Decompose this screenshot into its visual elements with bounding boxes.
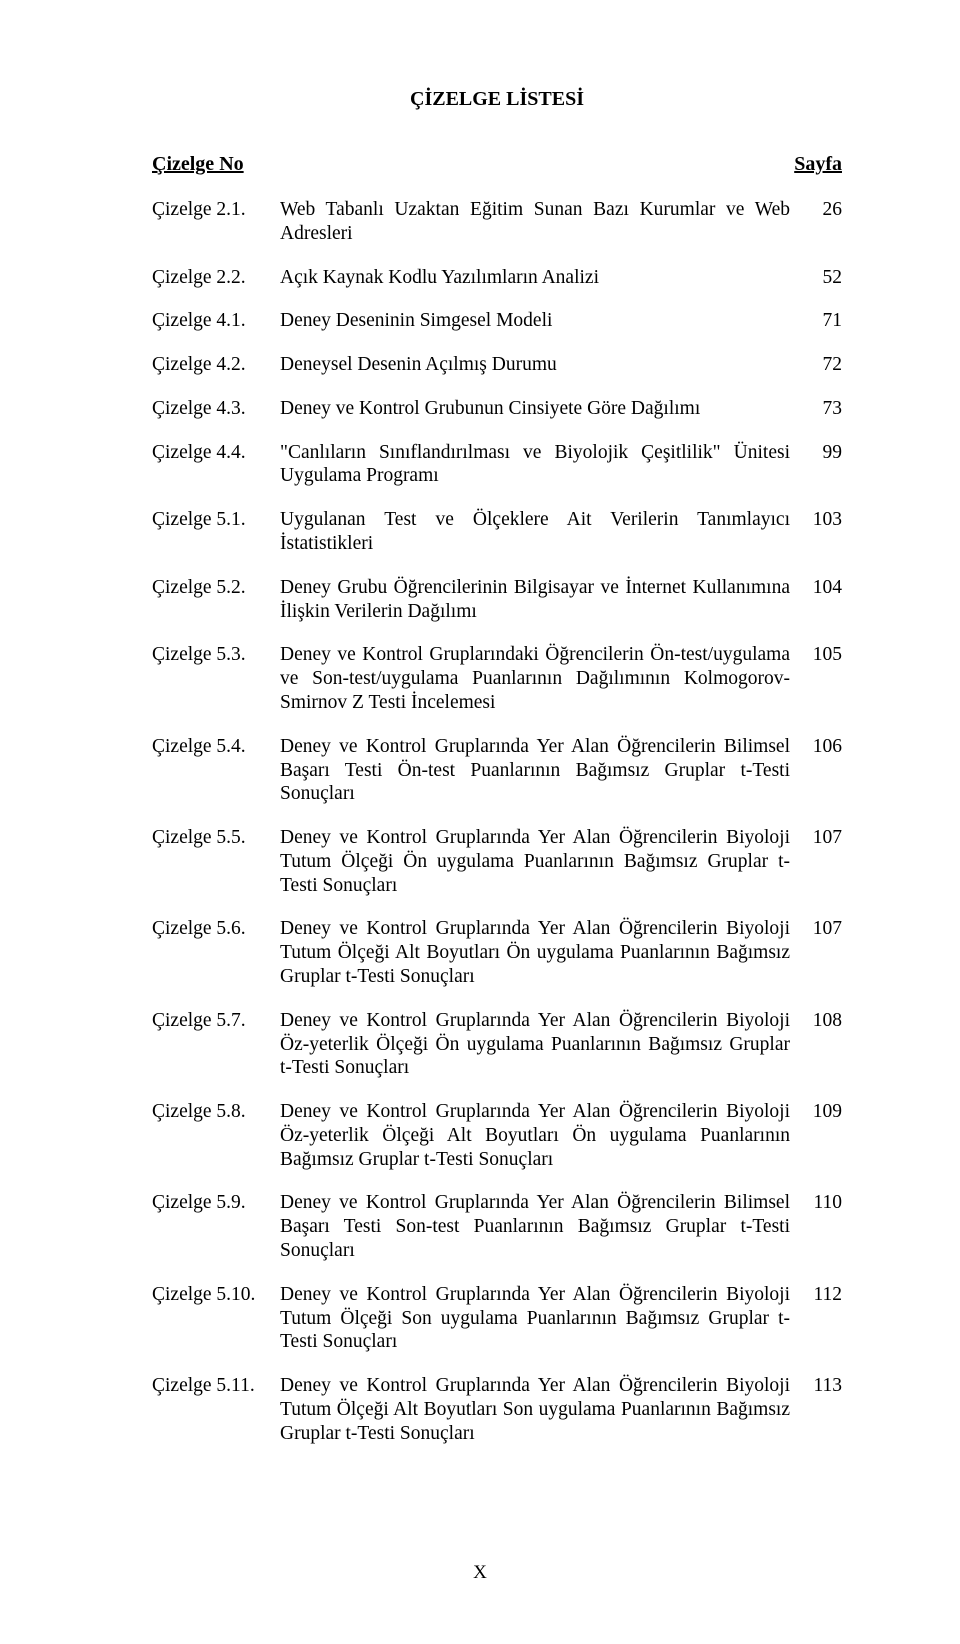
header-right: Sayfa <box>794 153 842 176</box>
entry-page: 107 <box>798 917 842 941</box>
entry-description: Deneysel Desenin Açılmış Durumu <box>280 353 798 377</box>
list-item: Çizelge 5.3.Deney ve Kontrol Gruplarında… <box>152 643 842 714</box>
entry-page: 52 <box>798 266 842 290</box>
entry-label: Çizelge 5.11. <box>152 1374 280 1398</box>
entry-description: Uygulanan Test ve Ölçeklere Ait Verileri… <box>280 508 798 556</box>
entry-label: Çizelge 5.10. <box>152 1283 280 1307</box>
entry-page: 71 <box>798 309 842 333</box>
list-item: Çizelge 4.4."Canlıların Sınıflandırılmas… <box>152 441 842 489</box>
entry-description: Deney ve Kontrol Gruplarında Yer Alan Öğ… <box>280 1374 798 1445</box>
entry-description: Deney ve Kontrol Gruplarında Yer Alan Öğ… <box>280 1283 798 1354</box>
entry-description: Deney Deseninin Simgesel Modeli <box>280 309 798 333</box>
list-item: Çizelge 5.2.Deney Grubu Öğrencilerinin B… <box>152 576 842 624</box>
list-item: Çizelge 2.2.Açık Kaynak Kodlu Yazılımlar… <box>152 266 842 290</box>
entry-page: 113 <box>798 1374 842 1398</box>
entry-description: Deney ve Kontrol Grubunun Cinsiyete Göre… <box>280 397 798 421</box>
entry-label: Çizelge 5.6. <box>152 917 280 941</box>
entry-page: 108 <box>798 1009 842 1033</box>
list-item: Çizelge 5.11.Deney ve Kontrol Gruplarınd… <box>152 1374 842 1445</box>
entry-label: Çizelge 5.5. <box>152 826 280 850</box>
entry-label: Çizelge 4.1. <box>152 309 280 333</box>
entry-page: 107 <box>798 826 842 850</box>
list-item: Çizelge 5.9.Deney ve Kontrol Gruplarında… <box>152 1191 842 1262</box>
entry-page: 73 <box>798 397 842 421</box>
entry-label: Çizelge 5.3. <box>152 643 280 667</box>
entry-page: 72 <box>798 353 842 377</box>
entry-page: 109 <box>798 1100 842 1124</box>
entry-label: Çizelge 4.3. <box>152 397 280 421</box>
list-item: Çizelge 4.1.Deney Deseninin Simgesel Mod… <box>152 309 842 333</box>
entry-label: Çizelge 2.1. <box>152 198 280 222</box>
entry-description: "Canlıların Sınıflandırılması ve Biyoloj… <box>280 441 798 489</box>
entry-description: Deney ve Kontrol Gruplarında Yer Alan Öğ… <box>280 1100 798 1171</box>
entry-label: Çizelge 5.4. <box>152 735 280 759</box>
entry-page: 103 <box>798 508 842 532</box>
header-left: Çizelge No <box>152 153 244 176</box>
list-item: Çizelge 4.3.Deney ve Kontrol Grubunun Ci… <box>152 397 842 421</box>
list-item: Çizelge 5.5.Deney ve Kontrol Gruplarında… <box>152 826 842 897</box>
list-item: Çizelge 4.2.Deneysel Desenin Açılmış Dur… <box>152 353 842 377</box>
entry-label: Çizelge 5.2. <box>152 576 280 600</box>
entry-description: Deney ve Kontrol Gruplarındaki Öğrencile… <box>280 643 798 714</box>
page-title: ÇİZELGE LİSTESİ <box>152 88 842 111</box>
entry-page: 110 <box>798 1191 842 1215</box>
list-item: Çizelge 5.10.Deney ve Kontrol Gruplarınd… <box>152 1283 842 1354</box>
list-item: Çizelge 5.8.Deney ve Kontrol Gruplarında… <box>152 1100 842 1171</box>
entry-description: Deney ve Kontrol Gruplarında Yer Alan Öğ… <box>280 917 798 988</box>
entry-label: Çizelge 5.9. <box>152 1191 280 1215</box>
entry-label: Çizelge 4.2. <box>152 353 280 377</box>
page-container: ÇİZELGE LİSTESİ Çizelge No Sayfa Çizelge… <box>0 0 960 1644</box>
entry-label: Çizelge 2.2. <box>152 266 280 290</box>
entry-description: Deney ve Kontrol Gruplarında Yer Alan Öğ… <box>280 735 798 806</box>
entry-description: Açık Kaynak Kodlu Yazılımların Analizi <box>280 266 798 290</box>
list-item: Çizelge 2.1.Web Tabanlı Uzaktan Eğitim S… <box>152 198 842 246</box>
entry-description: Deney Grubu Öğrencilerinin Bilgisayar ve… <box>280 576 798 624</box>
entry-page: 26 <box>798 198 842 222</box>
entry-label: Çizelge 4.4. <box>152 441 280 465</box>
entry-description: Web Tabanlı Uzaktan Eğitim Sunan Bazı Ku… <box>280 198 798 246</box>
list-header: Çizelge No Sayfa <box>152 153 842 176</box>
entries-list: Çizelge 2.1.Web Tabanlı Uzaktan Eğitim S… <box>152 198 842 1445</box>
entry-page: 106 <box>798 735 842 759</box>
entry-label: Çizelge 5.7. <box>152 1009 280 1033</box>
entry-description: Deney ve Kontrol Gruplarında Yer Alan Öğ… <box>280 1191 798 1262</box>
list-item: Çizelge 5.4.Deney ve Kontrol Gruplarında… <box>152 735 842 806</box>
entry-label: Çizelge 5.1. <box>152 508 280 532</box>
page-number: X <box>0 1562 960 1584</box>
entry-description: Deney ve Kontrol Gruplarında Yer Alan Öğ… <box>280 826 798 897</box>
entry-page: 112 <box>798 1283 842 1307</box>
entry-page: 104 <box>798 576 842 600</box>
list-item: Çizelge 5.7.Deney ve Kontrol Gruplarında… <box>152 1009 842 1080</box>
entry-label: Çizelge 5.8. <box>152 1100 280 1124</box>
entry-page: 99 <box>798 441 842 465</box>
entry-page: 105 <box>798 643 842 667</box>
list-item: Çizelge 5.6.Deney ve Kontrol Gruplarında… <box>152 917 842 988</box>
list-item: Çizelge 5.1.Uygulanan Test ve Ölçeklere … <box>152 508 842 556</box>
entry-description: Deney ve Kontrol Gruplarında Yer Alan Öğ… <box>280 1009 798 1080</box>
